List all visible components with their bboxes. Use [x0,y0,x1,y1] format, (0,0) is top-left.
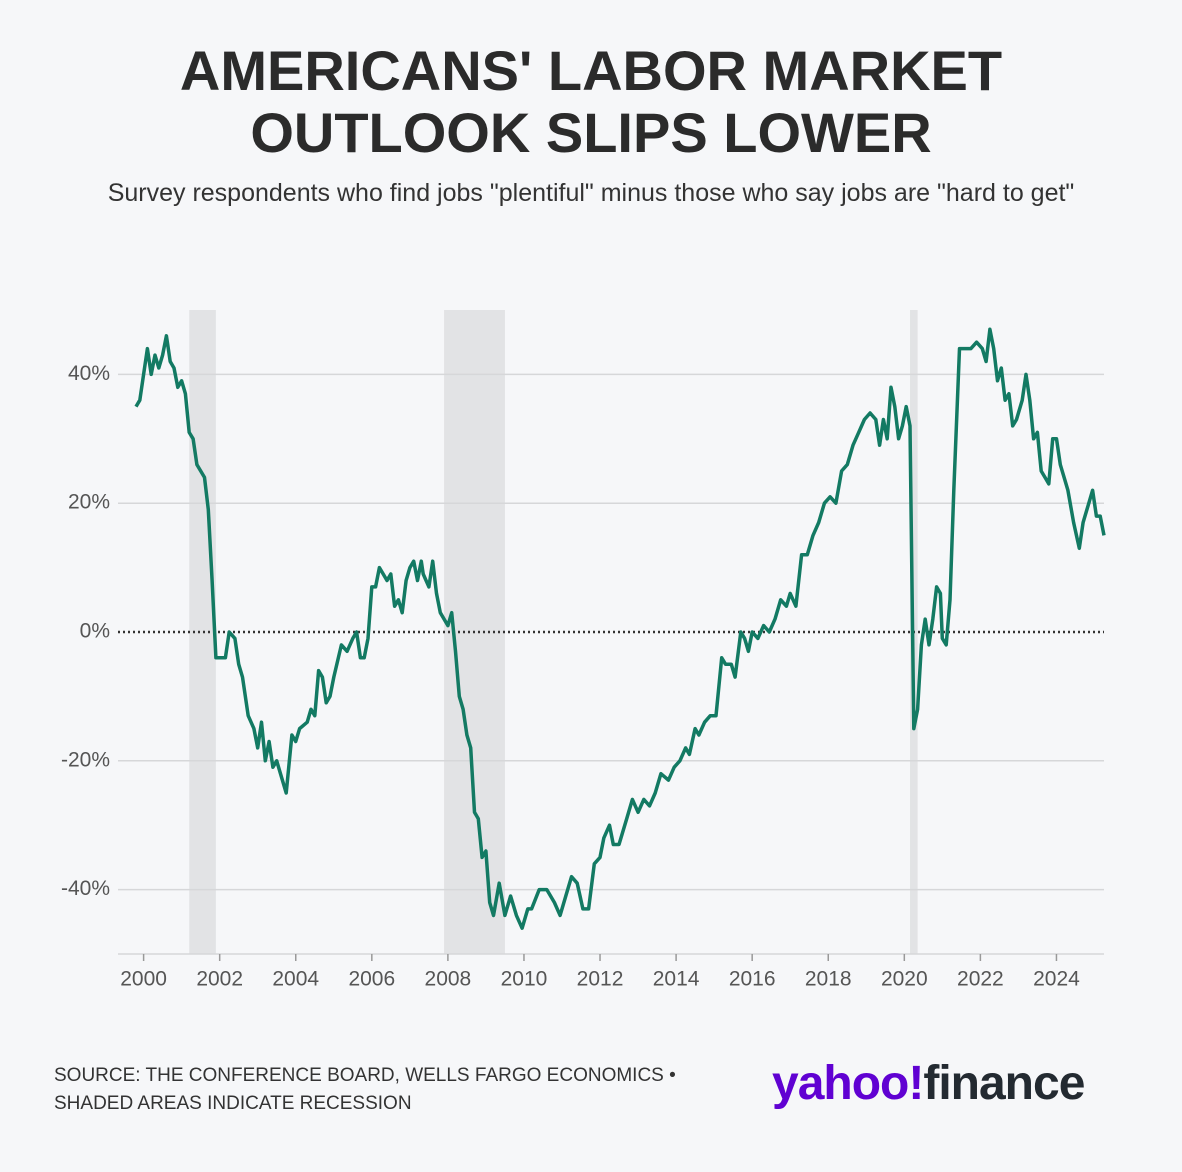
x-tick-label: 2008 [425,968,472,991]
logo-finance: finance [923,1057,1085,1110]
x-tick-label: 2006 [348,968,395,991]
y-tick-label: 20% [68,491,110,514]
series-line [134,327,1106,930]
logo-yahoo: yahoo! [772,1057,924,1110]
x-tick-label: 2016 [729,968,776,991]
note: SHADED AREAS INDICATE RECESSION [54,1093,412,1114]
y-tick-label: -40% [61,877,110,900]
x-tick-label: 2020 [881,968,928,991]
x-tick-label: 2014 [653,968,700,991]
chart-title: AMERICANS' LABOR MARKET OUTLOOK SLIPS LO… [179,39,1003,164]
x-tick-label: 2010 [501,968,548,991]
x-tick-label: 2024 [1033,968,1080,991]
x-tick-label: 2002 [196,968,243,991]
logo: yahoo!finance [772,1056,1085,1111]
y-tick-label: -20% [61,748,110,771]
footer: SOURCE: THE CONFERENCE BOARD, WELLS FARG… [54,1062,676,1118]
source: SOURCE: THE CONFERENCE BOARD, WELLS FARG… [54,1065,676,1086]
y-tick-label: 0% [80,620,110,643]
x-tick-label: 2022 [957,968,1004,991]
chart-subtitle: Survey respondents who find jobs "plenti… [107,179,1075,207]
x-tick-label: 2000 [120,968,167,991]
x-tick-label: 2012 [577,968,624,991]
x-tick-label: 2018 [805,968,852,991]
x-tick-label: 2004 [272,968,319,991]
y-tick-label: 40% [68,362,110,385]
